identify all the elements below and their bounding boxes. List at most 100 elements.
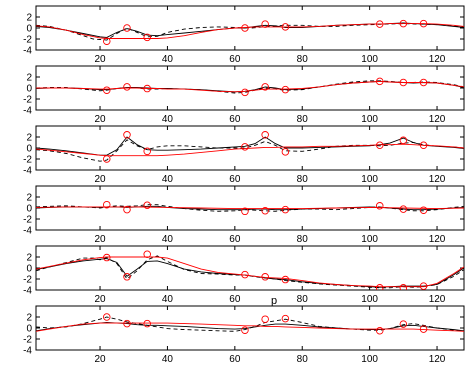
x-tick-label: 80 [297,294,309,305]
y-tick-label: 0 [26,144,32,155]
y-tick-label: -4 [23,166,32,177]
marker-point [419,206,428,214]
plot-area [36,200,464,216]
y-tick-label: 0 [26,324,32,335]
marker-point [261,315,269,323]
marker-point [103,37,111,45]
x-tick-label: 60 [229,174,241,185]
x-tick-label: 100 [361,114,378,125]
y-tick-label: 2 [26,133,32,144]
marker-point [281,205,290,214]
marker-point [399,19,408,28]
marker-point [123,319,131,328]
marker-point [399,78,408,87]
marker-point [123,83,131,91]
x-tick-label: 20 [94,114,106,125]
marker-point [375,327,384,335]
x-tick-label: 100 [361,354,378,365]
marker-point [375,141,384,149]
marker-point [103,313,111,321]
x-tick-label: 80 [297,354,309,365]
series-line-dashed [36,139,464,162]
marker-point [419,325,428,333]
marker-point [261,20,269,28]
marker-point [261,206,269,215]
y-tick-label: -4 [23,226,32,237]
marker-point [281,275,290,284]
series-line-dashed [36,316,464,332]
marker-point [123,24,131,32]
x-tick-label: 20 [94,294,106,305]
marker-point [143,84,151,93]
marker-point [375,284,384,290]
marker-point [399,284,408,290]
subplot-2: -4-202 20 40 60 80 100 120 [23,65,465,125]
subplot-1: -4-202 20 40 60 80 100 120 [23,5,465,65]
marker-point [103,155,111,163]
marker-point [419,19,428,28]
marker-point [123,131,131,139]
series-line-red [36,80,464,93]
y-tick-label: -2 [23,95,32,106]
marker-point [419,282,428,290]
x-tick-label: 40 [162,174,174,185]
marker-point [375,77,384,86]
x-tick-label: 40 [162,354,174,365]
marker-point [143,319,151,328]
series-line-black [36,258,464,288]
marker-point [143,147,151,156]
x-tick-label: 60 [229,54,241,65]
marker-point [419,141,428,149]
y-tick-label: 2 [26,73,32,84]
y-tick-label: -2 [23,335,32,346]
x-axis-label: p [271,295,277,307]
marker-point [281,314,290,323]
x-tick-label: 100 [361,234,378,245]
axes-box [35,65,465,111]
marker-point [103,86,111,94]
series-line-red [36,256,464,288]
x-tick-label: 80 [297,234,309,245]
y-tick-label: 0 [26,24,32,35]
marker-point [241,24,249,32]
y-tick-label: -4 [23,46,32,57]
marker-point [103,200,111,209]
series-line-black [36,22,464,38]
subplot-5: -4-202 20 40 60 80 100 120 p [23,245,465,307]
y-tick-label: 2 [26,193,32,204]
plot-area [36,131,464,163]
marker-point [281,23,290,31]
subplot-6: -4-202 20 40 60 80 100 120 [23,305,465,365]
series-line-red [36,206,464,210]
x-tick-label: 20 [94,234,106,245]
series-line-red [36,322,464,332]
axes-box [35,5,465,51]
x-tick-label: 120 [429,174,446,185]
x-tick-label: 80 [297,54,309,65]
y-tick-label: 2 [26,253,32,264]
marker-point [143,33,151,42]
marker-point [261,131,269,139]
x-tick-label: 60 [229,354,241,365]
y-tick-label: -4 [23,106,32,117]
x-tick-label: 120 [429,234,446,245]
y-tick-label: 2 [26,313,32,324]
y-tick-label: 0 [26,264,32,275]
marker-point [399,136,408,145]
y-tick-label: 0 [26,84,32,95]
series-line-red [36,23,464,39]
y-tick-label: -4 [23,346,32,357]
marker-point [241,143,249,151]
y-tick-label: -2 [23,155,32,166]
marker-point [261,83,269,91]
series-line-red [36,143,464,157]
marker-point [399,320,408,328]
plot-area [36,77,464,97]
marker-point [241,326,249,334]
x-tick-label: 20 [94,54,106,65]
marker-point [241,270,249,279]
series-line-dashed [36,255,464,289]
marker-point [123,273,131,281]
marker-point [241,207,249,216]
